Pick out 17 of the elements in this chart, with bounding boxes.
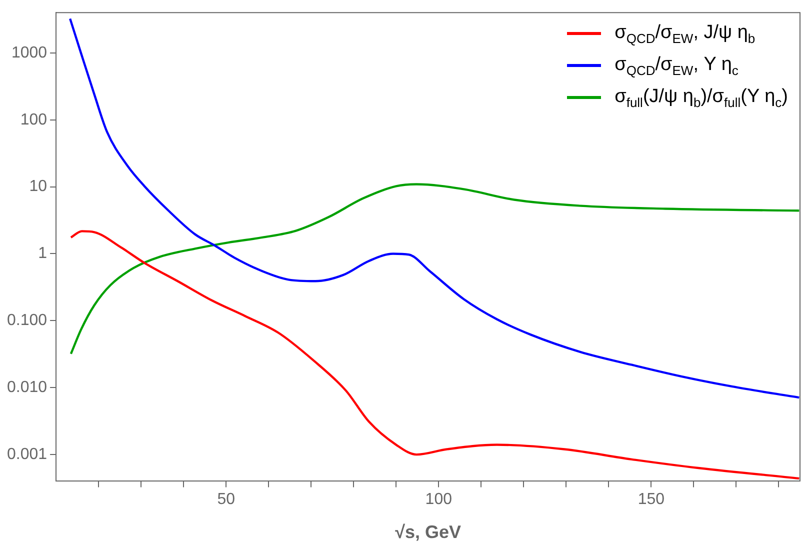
x-tick-label: 150 — [638, 491, 665, 508]
text: σ$_{full}$(J/ψ η$_{b}$)/σ$_{full}$(Υ η$_{c}$) — [614, 86, 788, 110]
y-tick-label: 0.100 — [6, 312, 48, 330]
legend-label: σ$_{QCD}$/σ$_{EW}$, J/ψ η$_{b}$ — [614, 22, 756, 46]
line-series — [70, 183, 800, 355]
line-series — [70, 230, 800, 480]
y-tick-label: 1 — [38, 245, 48, 262]
x-tick-label: 50 — [217, 491, 236, 508]
y-tick-label: 100 — [20, 111, 48, 128]
y-tick-label: 1000 — [11, 44, 48, 62]
y-tick-label: 0.001 — [6, 446, 48, 463]
legend-label: σ$_{QCD}$/σ$_{EW}$, Υ η$_{c}$ — [614, 54, 738, 78]
line-series — [68, 18, 800, 399]
x-tick-label: 100 — [425, 491, 452, 508]
y-tick-label: 0.010 — [6, 379, 48, 396]
x-axis-title: √s, GeV — [395, 522, 461, 542]
y-tick-label: 10 — [29, 178, 48, 196]
